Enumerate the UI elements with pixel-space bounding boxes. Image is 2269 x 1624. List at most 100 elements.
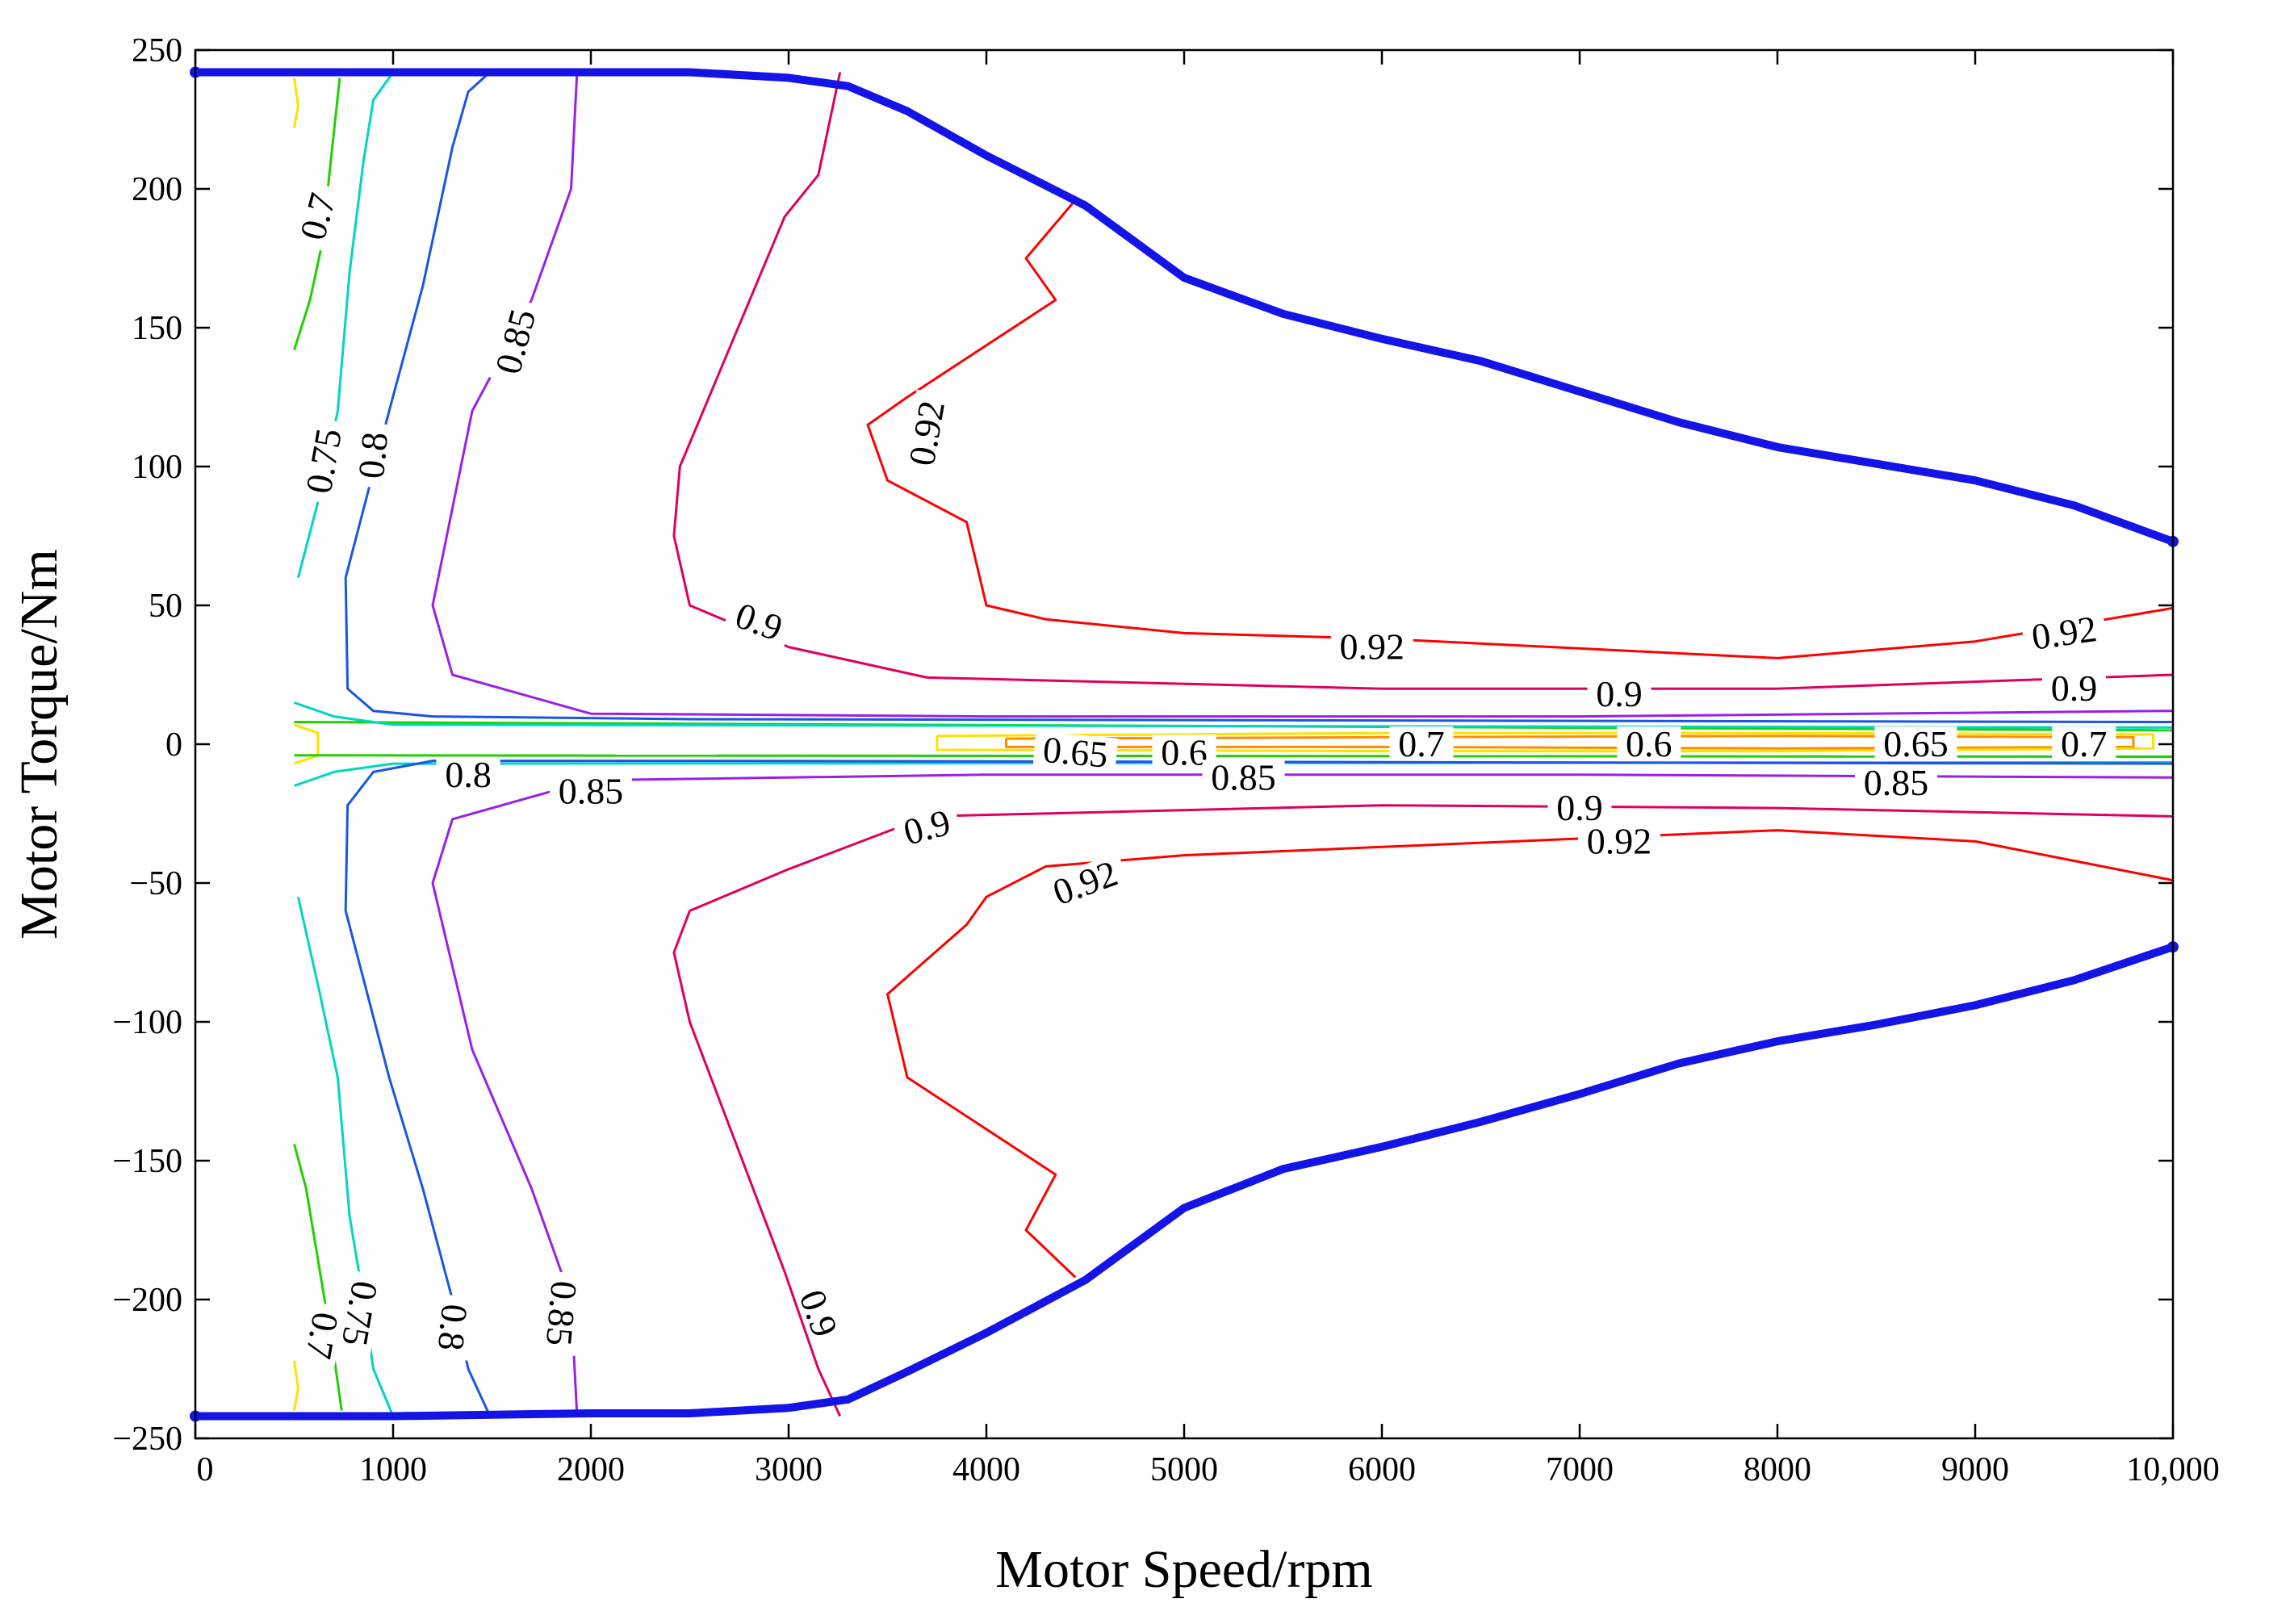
- contour-0_75-segment-1: [294, 701, 2173, 729]
- contour-label-14: 0.85: [550, 771, 632, 812]
- contour-label-bg: [550, 773, 632, 808]
- contour-label-text: 0.85: [538, 1279, 585, 1348]
- contour-label-16: 0.85: [1855, 762, 1937, 803]
- y-tick-label: −150: [112, 1143, 182, 1180]
- contour-label-bg: [1202, 760, 1285, 794]
- y-tick-label: 250: [132, 32, 182, 69]
- contour-label-bg: [353, 421, 392, 489]
- x-tick-label: 3000: [755, 1451, 823, 1488]
- contour-layer: [293, 71, 2173, 1417]
- contour-0_92-segment-0: [866, 199, 2173, 659]
- contour-label-bg: [1547, 790, 1612, 825]
- boundary-upper-curve: [191, 68, 2177, 546]
- axis-tick-layer: 0 1000 2000 3000 4000 5000 6000 7000 8000 9000 10,…: [112, 32, 2219, 1488]
- contour-0_85-segment-0: [431, 72, 2173, 718]
- x-tick-label: 7000: [1546, 1451, 1614, 1488]
- contour-label-11: 0.8: [436, 754, 500, 795]
- contour-label-bg: [2052, 726, 2116, 760]
- y-tick-label: −200: [112, 1282, 182, 1319]
- contour-label-bg: [488, 297, 542, 386]
- y-tick-label: 0: [165, 726, 182, 764]
- contour-label-text: 0.9: [1556, 787, 1603, 828]
- contour-label-bg: [1874, 726, 1957, 760]
- contour-label-bg: [436, 756, 500, 791]
- contour-label-bg: [1587, 676, 1652, 711]
- contour-label-17: 0.85: [538, 1270, 585, 1356]
- y-tick-label: −100: [112, 1004, 182, 1041]
- x-tick-label: 2000: [557, 1451, 625, 1488]
- contour-label-text: 0.92: [1587, 820, 1652, 861]
- contour-label-text: 0.92: [1340, 626, 1405, 668]
- contour-label-text: 0.7: [1398, 723, 1445, 764]
- y-tick-label: 150: [132, 310, 182, 347]
- x-tick-label: 5000: [1150, 1451, 1218, 1488]
- contour-label-text: 0.8: [445, 754, 492, 795]
- y-axis-title: Motor Torque/Nm: [10, 549, 69, 940]
- contour-label-bg: [1330, 629, 1413, 663]
- contour-label-text: 0.65: [1041, 729, 1110, 776]
- contour-label-2: 0.65: [1032, 729, 1119, 776]
- contour-label-bg: [1032, 730, 1119, 772]
- torque-boundary-layer: [190, 66, 2179, 1422]
- contour-label-bg: [891, 802, 962, 852]
- x-tick-label: 8000: [1744, 1451, 1811, 1488]
- contour-0_6-segment-0: [1005, 735, 2135, 750]
- contour-label-26: 0.92: [2020, 608, 2108, 658]
- contour-label-bg: [2042, 671, 2106, 705]
- boundary-lower-curve: [191, 943, 2177, 1421]
- contour-label-bg: [1617, 726, 1681, 760]
- contour-label-bg: [541, 1270, 583, 1356]
- x-tick-label: 4000: [952, 1451, 1020, 1488]
- contour-label-3: 0.65: [1874, 723, 1957, 764]
- contour-0_8-segment-0: [344, 71, 2173, 723]
- contour-0_7-segment-2: [294, 754, 2173, 758]
- contour-label-bg: [336, 1270, 384, 1358]
- contour-0_65-segment-1: [293, 77, 299, 128]
- contour-label-10: 0.8: [350, 421, 396, 489]
- contour-0_65-segment-2: [294, 723, 320, 765]
- contour-label-text: 0.8: [430, 1303, 475, 1353]
- contour-label-19: 0.9: [1587, 673, 1652, 714]
- y-tick-label: 200: [132, 171, 182, 208]
- contour-label-text: 0.9: [2051, 668, 2098, 709]
- contour-label-20: 0.9: [2042, 668, 2106, 709]
- contour-label-12: 0.8: [430, 1294, 475, 1361]
- contour-0_7-segment-3: [293, 1144, 343, 1411]
- contour-label-bg: [1040, 852, 1130, 913]
- contour-label-15: 0.85: [1202, 756, 1285, 797]
- contour-label-bg: [792, 1277, 846, 1350]
- contour-0_9-segment-0: [672, 72, 2173, 690]
- contour-label-bg: [1578, 823, 1660, 858]
- contour-label-bg: [1389, 726, 1454, 760]
- y-tick-label: −50: [129, 865, 182, 902]
- contour-label-27: 0.92: [1578, 820, 1660, 861]
- contour-label-bg: [1855, 765, 1937, 800]
- x-axis-title: Motor Speed/rpm: [995, 1540, 1372, 1599]
- contour-label-text: 0.6: [1161, 731, 1208, 772]
- x-tick-label: 6000: [1348, 1451, 1416, 1488]
- contour-label-text: 0.8: [350, 430, 396, 480]
- y-tick-label: 50: [149, 588, 182, 625]
- contour-label-1: 0.6: [1152, 731, 1216, 772]
- contour-label-text: 0.92: [2029, 608, 2099, 658]
- contour-label-text: 0.7: [2061, 723, 2108, 764]
- contour-label-text: 0.6: [1626, 723, 1672, 764]
- y-tick-label: −250: [112, 1421, 182, 1458]
- contour-label-text: 0.65: [1883, 723, 1949, 764]
- contour-label-bg: [299, 417, 347, 504]
- contour-label-25: 0.92: [1330, 626, 1413, 668]
- contour-label-4: 0.7: [1389, 723, 1454, 764]
- x-tick-label: 1000: [359, 1451, 427, 1488]
- contour-label-bg: [2020, 609, 2108, 655]
- contour-label-7: 0.7: [298, 1301, 346, 1371]
- contour-label-bg: [723, 594, 795, 648]
- contour-0_65-segment-3: [293, 1360, 299, 1411]
- contour-label-bg: [433, 1294, 473, 1361]
- contour-0_92-segment-1: [886, 829, 2173, 1279]
- contour-0_9-segment-1: [672, 804, 2173, 1417]
- contour-label-bg: [292, 181, 342, 252]
- contour-label-0: 0.6: [1617, 723, 1681, 764]
- y-tick-label: 100: [132, 449, 182, 486]
- contour-label-22: 0.9: [1547, 787, 1612, 828]
- contour-label-text: 0.9: [1596, 673, 1643, 714]
